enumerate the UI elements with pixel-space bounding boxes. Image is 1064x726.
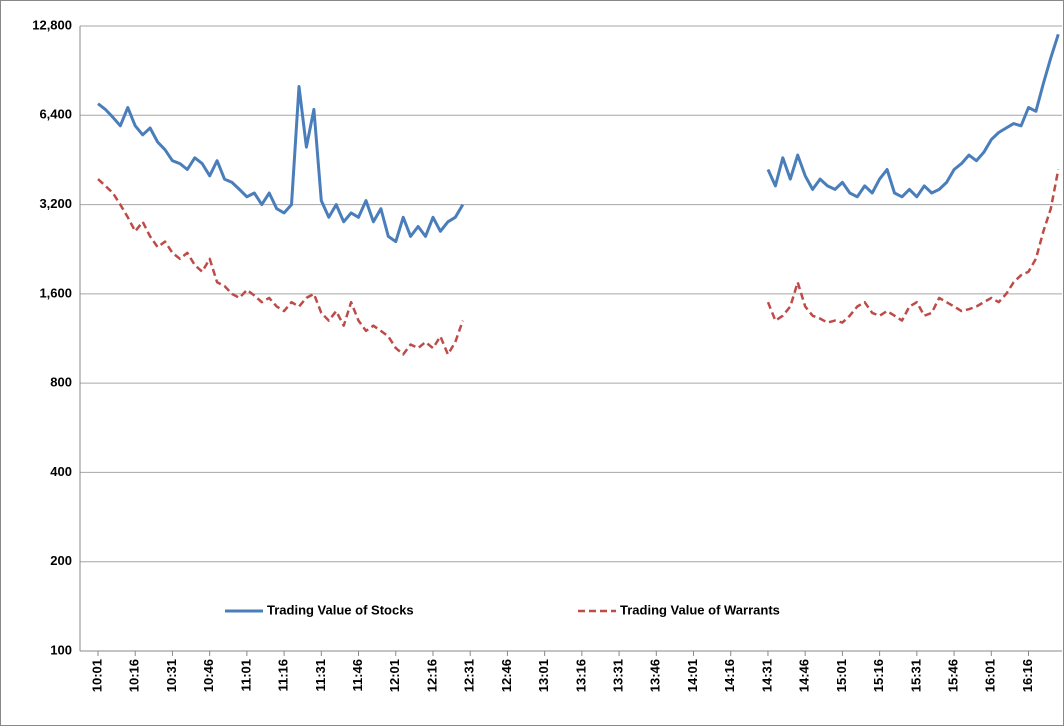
x-tick-label: 15:46 (945, 659, 960, 692)
y-tick-label: 200 (50, 553, 72, 568)
y-tick-label: 6,400 (39, 107, 72, 122)
x-tick-label: 15:01 (834, 659, 849, 692)
x-tick-label: 11:01 (238, 659, 253, 692)
series-line (97, 169, 1060, 356)
x-tick-label: 16:01 (983, 659, 998, 692)
legend-label: Trading Value of Warrants (620, 602, 780, 617)
x-tick-label: 10:16 (127, 659, 142, 692)
y-tick-label: 3,200 (39, 196, 72, 211)
x-tick-label: 13:16 (573, 659, 588, 692)
y-tick-label: 1,600 (39, 285, 72, 300)
x-tick-label: 10:31 (164, 659, 179, 692)
x-tick-label: 13:01 (536, 659, 551, 692)
y-tick-label: 12,800 (32, 17, 72, 32)
legend-label: Trading Value of Stocks (267, 602, 414, 617)
y-tick-label: 800 (50, 375, 72, 390)
x-tick-label: 14:01 (685, 659, 700, 692)
series-line (97, 33, 1060, 244)
x-tick-label: 11:46 (350, 659, 365, 692)
x-tick-label: 10:46 (201, 659, 216, 692)
x-tick-label: 14:16 (722, 659, 737, 692)
x-tick-label: 13:31 (611, 659, 626, 692)
x-tick-label: 15:16 (871, 659, 886, 692)
x-tick-label: 13:46 (648, 659, 663, 692)
x-tick-label: 12:46 (499, 659, 514, 692)
x-tick-label: 14:31 (759, 659, 774, 692)
y-tick-label: 100 (50, 642, 72, 657)
y-tick-label: 400 (50, 464, 72, 479)
x-tick-label: 10:01 (89, 659, 104, 692)
x-tick-label: 11:31 (313, 659, 328, 692)
x-tick-label: 12:16 (424, 659, 439, 692)
x-tick-label: 16:16 (1020, 659, 1035, 692)
x-tick-label: 11:16 (276, 659, 291, 692)
x-tick-label: 14:46 (797, 659, 812, 692)
x-tick-label: 12:31 (462, 659, 477, 692)
x-tick-label: 15:31 (908, 659, 923, 692)
x-tick-label: 12:01 (387, 659, 402, 692)
